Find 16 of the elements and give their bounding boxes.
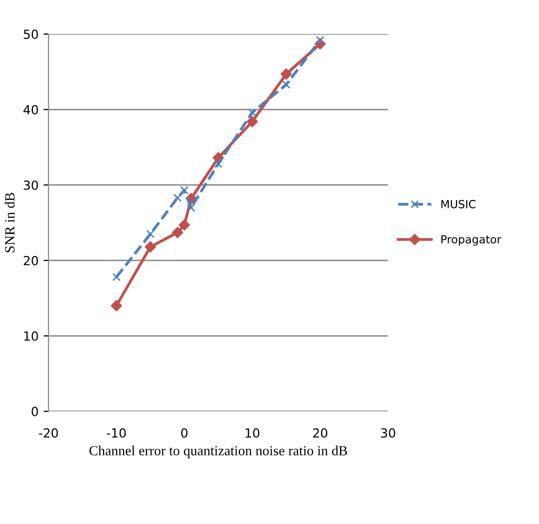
legend-label: MUSIC (441, 200, 476, 208)
legend-label: Propagator (441, 235, 502, 246)
y-tick-label: 10 (24, 331, 38, 341)
x-axis-title: Channel error to quantization noise ratio in dB (89, 446, 348, 458)
y-tick-label: 40 (23, 104, 38, 114)
y-tick-label: 50 (24, 30, 38, 39)
x-tick-label: 20 (313, 428, 328, 438)
x-tick-label: -20 (38, 428, 58, 438)
y-tick-label: 0 (32, 406, 38, 416)
y-tick-label: 30 (24, 180, 38, 190)
x-tick-label: 30 (381, 428, 396, 438)
x-tick-label: -10 (106, 428, 126, 438)
y-axis-title: SNR in dB (4, 192, 15, 252)
y-tick-label: 20 (24, 256, 38, 266)
x-tick-label: 10 (246, 428, 260, 438)
x-tick-label: 0 (181, 428, 188, 438)
